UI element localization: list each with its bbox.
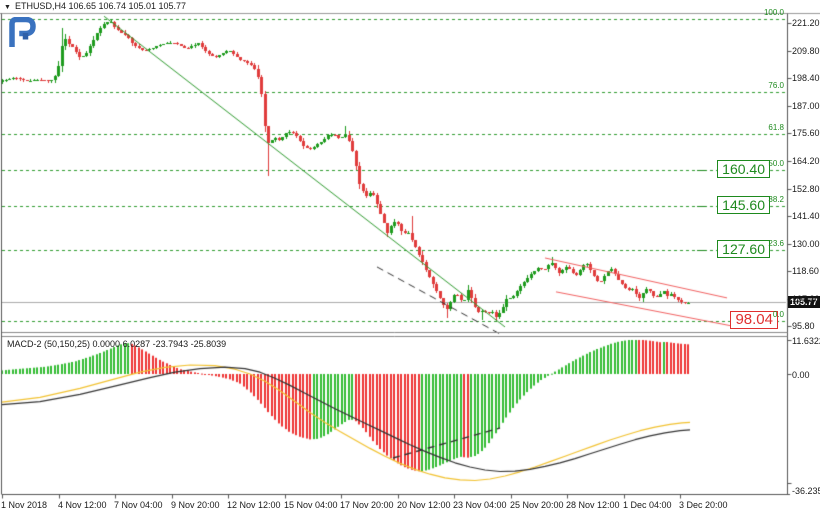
price-axis-label: 118.60: [792, 266, 819, 276]
macd-axis-label: -36.2358: [792, 486, 820, 496]
macd-indicator-label: MACD-2 (50,150,25) 0.0000 6.0287 -23.794…: [7, 339, 227, 349]
fib-level-label: 61.8: [768, 123, 784, 132]
date-axis-label: 3 Dec 20:00: [679, 500, 728, 510]
date-axis-label: 1 Nov 2018: [1, 500, 48, 510]
price-axis-label: 175.60: [792, 128, 820, 138]
fib-level-label: 100.0: [763, 8, 784, 17]
date-axis-label: 23 Nov 04:00: [453, 500, 507, 510]
price-axis-label: 107.20: [792, 294, 820, 304]
fib-target-price-label-1[interactable]: 160.40: [717, 160, 770, 178]
chart-symbol-ohlc-label: ETHUSD,H4 106.65 106.74 105.01 105.77: [14, 1, 187, 11]
price-axis-label: 198.40: [792, 73, 820, 83]
date-axis-label: 12 Nov 12:00: [227, 500, 281, 510]
date-axis-label: 9 Nov 20:00: [171, 500, 220, 510]
price-axis-label: 164.20: [792, 156, 820, 166]
symbol-dropdown-icon[interactable]: ▼: [4, 4, 11, 11]
date-axis-label: 25 Nov 20:00: [510, 500, 564, 510]
price-axis-label: 130.00: [792, 239, 820, 249]
fib-target-price-label-3[interactable]: 127.60: [717, 240, 770, 258]
macd-axis-label: 0.00: [792, 370, 810, 380]
date-axis-label: 28 Nov 12:00: [566, 500, 620, 510]
date-axis-label: 17 Nov 20:00: [340, 500, 394, 510]
price-axis-label: 209.80: [792, 46, 820, 56]
fib-level-label: 38.2: [768, 195, 784, 204]
date-axis-label: 15 Nov 04:00: [284, 500, 338, 510]
date-axis-label: 1 Dec 04:00: [623, 500, 672, 510]
date-axis-label: 20 Nov 12:00: [397, 500, 451, 510]
price-axis-label: 221.20: [792, 18, 820, 28]
fib-support-price-label[interactable]: 98.04: [730, 311, 778, 329]
fib-level-label: 23.6: [768, 239, 784, 248]
fib-level-label: 76.0: [768, 81, 784, 90]
chart-header: ▼ ETHUSD,H4 106.65 106.74 105.01 105.77: [4, 1, 186, 13]
current-price-tag: 105.77: [788, 296, 820, 308]
price-axis-label: 152.80: [792, 184, 820, 194]
fib-target-price-label-2[interactable]: 145.60: [717, 196, 770, 214]
price-axis-label: 187.00: [792, 101, 820, 111]
date-axis-label: 7 Nov 04:00: [114, 500, 163, 510]
macd-axis-label: 11.6322: [792, 336, 820, 346]
fib-level-label: 0.0: [772, 310, 784, 319]
price-axis-label: 141.40: [792, 211, 820, 221]
fib-level-label: 50.0: [768, 159, 784, 168]
price-axis-label: 95.80: [792, 321, 815, 331]
date-axis-label: 4 Nov 12:00: [58, 500, 107, 510]
roboforex-logo-icon: [7, 16, 37, 49]
